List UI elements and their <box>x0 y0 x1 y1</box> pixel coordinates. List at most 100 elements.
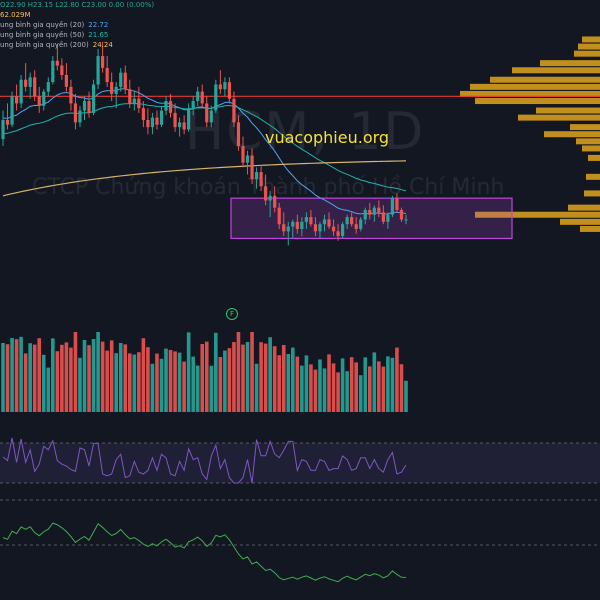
volume-bar <box>268 337 272 412</box>
candle-body <box>37 96 41 106</box>
volume-bar <box>32 344 37 412</box>
volume-bar <box>91 339 96 412</box>
volume-bar <box>272 346 277 412</box>
ma20-label: ung bình gia quyền (20) <box>0 21 85 29</box>
candle-body <box>327 219 331 227</box>
candle-body <box>150 117 155 128</box>
candle-body <box>322 219 327 225</box>
site-watermark: vuacophieu.org <box>265 128 390 147</box>
candle-body <box>254 172 259 180</box>
ohlc-readout: O22.90 H23.15 L22.80 C23.00 0.00 (0.00%) <box>0 1 155 9</box>
candle-body <box>55 60 59 66</box>
candle-body <box>282 224 286 232</box>
volume-bar <box>281 345 286 412</box>
volume-bar <box>309 364 313 412</box>
candle-body <box>132 98 136 104</box>
chart-legend: O22.90 H23.15 L22.80 C23.00 0.00 (0.00%)… <box>0 0 154 50</box>
profile-bar <box>570 124 600 131</box>
candle-body <box>105 67 109 83</box>
volume-bar <box>290 347 295 412</box>
profile-bar <box>574 50 600 57</box>
candle-body <box>350 217 354 225</box>
candle-body <box>200 91 204 104</box>
candle-body <box>313 224 318 232</box>
candle-body <box>101 56 105 68</box>
volume-bar <box>349 357 354 412</box>
candle-body <box>141 108 145 120</box>
candle-body <box>60 65 64 75</box>
candle-body <box>123 72 127 90</box>
volume-bar <box>354 362 358 412</box>
candle-body <box>19 79 23 104</box>
ma200-legend[interactable]: ung bình gia quyền (200) 24.24 <box>0 40 154 50</box>
candle-body <box>46 82 50 92</box>
volume-bar <box>146 347 150 412</box>
volume-bar <box>340 358 345 412</box>
candle-body <box>128 89 132 104</box>
volume-bar <box>19 336 23 412</box>
volume-bar <box>322 368 327 412</box>
volume-bar <box>28 343 32 412</box>
candle-body <box>399 210 404 220</box>
ma200-value: 24.24 <box>92 41 113 49</box>
volume-bar <box>372 352 377 412</box>
candle-body <box>191 101 195 109</box>
candle-body <box>304 217 308 222</box>
candlesticks <box>1 41 408 246</box>
volume-bar <box>78 357 82 412</box>
candle-body <box>404 219 408 221</box>
candle-body <box>309 217 313 225</box>
oscillator-pane <box>0 522 600 583</box>
volume-bar <box>195 365 200 412</box>
volume-profile <box>460 36 600 232</box>
volume-bar <box>141 338 146 412</box>
candle-body <box>300 221 304 229</box>
profile-bar <box>460 90 600 97</box>
volume-bar <box>232 342 236 412</box>
candle-body <box>82 101 87 111</box>
candle-body <box>173 112 177 128</box>
candle-body <box>273 195 277 208</box>
candle-body <box>295 221 299 229</box>
candle-body <box>155 117 159 125</box>
candle-body <box>227 82 232 99</box>
volume-bar <box>386 356 390 412</box>
candle-body <box>381 212 385 222</box>
profile-bar <box>588 154 600 161</box>
candle-body <box>395 198 399 210</box>
volume-bar <box>399 364 404 412</box>
volume-bar <box>250 332 254 412</box>
profile-bar <box>512 67 600 74</box>
volume-bar <box>204 341 209 412</box>
candle-body <box>241 146 245 163</box>
volume-bar <box>345 371 349 412</box>
volume-bar <box>186 332 191 412</box>
profile-bar <box>470 83 600 90</box>
candle-body <box>390 198 395 215</box>
candle-body <box>268 195 272 201</box>
profile-bar <box>578 43 600 50</box>
candle-body <box>1 120 5 139</box>
flag-marker-icon[interactable]: F <box>226 308 238 320</box>
volume-bar <box>358 375 363 412</box>
volume-bar <box>209 365 214 412</box>
volume-bar <box>132 354 137 412</box>
candle-body <box>164 101 168 111</box>
ma20-legend[interactable]: ung bình gia quyền (20) 22.72 <box>0 20 154 30</box>
candle-body <box>110 82 114 94</box>
candle-body <box>372 207 376 215</box>
candle-body <box>232 98 236 123</box>
volume-bar <box>218 357 223 412</box>
candle-body <box>345 217 349 225</box>
volume-bar <box>14 339 19 412</box>
candle-body <box>91 84 96 113</box>
ma50-legend[interactable]: ung bình gia quyền (50) 21.65 <box>0 30 154 40</box>
profile-bar <box>580 225 600 232</box>
volume-bar <box>69 347 73 412</box>
volume-bar <box>51 338 55 412</box>
ma50-line <box>2 102 407 192</box>
volume-bar <box>331 363 336 412</box>
volume-bar <box>164 348 168 412</box>
volume-bar <box>155 353 159 412</box>
